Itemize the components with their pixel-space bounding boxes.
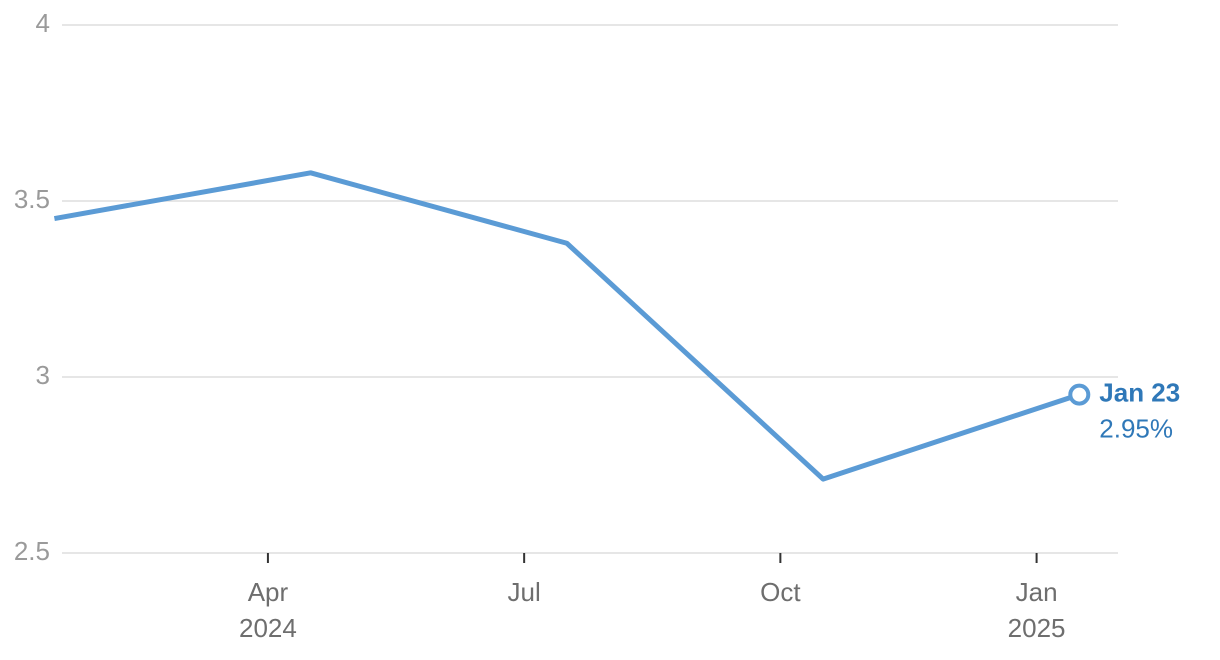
y-tick-label: 3.5 (14, 184, 50, 214)
x-tick-label: Oct (760, 577, 801, 607)
end-point (1068, 383, 1091, 406)
annotation: Jan 23 (1099, 377, 1180, 407)
line (53, 170, 1081, 482)
x-tick-label: Jul (508, 577, 541, 607)
y-tick-label: 3 (36, 360, 50, 390)
value-label: 2.95% (1099, 413, 1173, 443)
y-tick-label: 4 (36, 8, 50, 38)
x-tick-label: Apr (248, 577, 289, 607)
x-tick-label: Jan (1016, 577, 1058, 607)
y-tick-label: 2.5 (14, 536, 50, 566)
x-tick-year: 2024 (239, 613, 297, 643)
x-tick-year: 2025 (1008, 613, 1066, 643)
